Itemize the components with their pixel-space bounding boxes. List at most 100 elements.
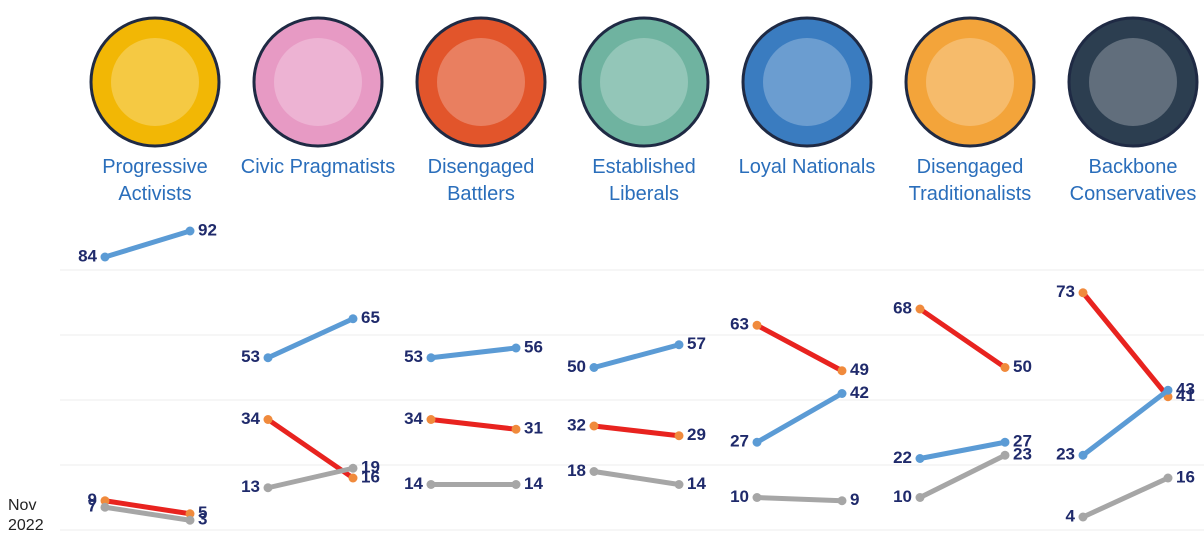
segment-icon xyxy=(415,16,547,148)
slope-line xyxy=(104,498,191,517)
slope-line xyxy=(593,469,680,487)
slope-line xyxy=(593,423,680,439)
slope-line xyxy=(919,439,1006,461)
panel-title: Disengaged Battlers xyxy=(427,156,535,205)
start-value-label: 10 xyxy=(893,487,912,506)
end-value-label: 65 xyxy=(361,308,380,327)
end-dot xyxy=(348,314,358,324)
slope-line xyxy=(430,417,517,432)
start-dot xyxy=(915,304,925,314)
start-value-label: 63 xyxy=(730,315,749,334)
start-dot xyxy=(100,496,110,506)
start-value-label: 34 xyxy=(241,409,260,428)
panel-title: Backbone Conservatives xyxy=(1069,156,1197,205)
slope-line xyxy=(755,323,844,373)
segment-icon xyxy=(1067,16,1199,148)
panel-title: Civic Pragmatists xyxy=(240,156,396,178)
slope-line xyxy=(267,465,354,491)
segment-icon-inner xyxy=(763,38,851,126)
segment-icon xyxy=(89,16,221,148)
end-dot xyxy=(348,463,358,473)
end-value-label: 92 xyxy=(198,220,217,239)
end-dot xyxy=(1163,385,1173,395)
end-dot xyxy=(674,480,684,489)
slope-line xyxy=(1081,475,1170,520)
end-dot xyxy=(837,496,847,506)
end-value-label: 19 xyxy=(361,458,380,477)
end-dot xyxy=(185,515,195,525)
start-dot xyxy=(100,502,110,512)
start-value-label: 7 xyxy=(88,497,97,516)
start-dot xyxy=(263,415,273,424)
start-value-label: 10 xyxy=(730,487,749,506)
end-dot xyxy=(837,366,847,376)
end-value-label: 31 xyxy=(524,419,543,438)
start-dot xyxy=(100,252,110,262)
end-value-label: 16 xyxy=(361,467,380,486)
segment-icon xyxy=(904,16,1036,148)
slope-line xyxy=(1081,291,1170,399)
end-value-label: 5 xyxy=(198,503,207,522)
segment-icon-inner xyxy=(1089,38,1177,126)
start-value-label: 18 xyxy=(567,461,586,480)
segment-icon-inner xyxy=(600,38,688,126)
start-dot xyxy=(426,415,436,424)
panel-title: Disengaged Traditionalists xyxy=(908,156,1032,205)
start-dot xyxy=(426,353,436,363)
end-dot xyxy=(185,509,195,519)
end-dot xyxy=(1000,437,1010,447)
slope-line xyxy=(266,316,355,361)
slope-line xyxy=(756,495,843,504)
start-value-label: 4 xyxy=(1066,506,1076,525)
start-value-label: 73 xyxy=(1056,282,1075,301)
start-dot xyxy=(263,353,273,363)
end-value-label: 50 xyxy=(1013,357,1032,376)
panel-title: Established Liberals xyxy=(592,156,696,205)
end-value-label: 42 xyxy=(850,383,869,402)
slope-line xyxy=(918,453,1007,500)
start-value-label: 53 xyxy=(241,347,260,366)
end-value-label: 41 xyxy=(1176,386,1195,405)
end-dot xyxy=(511,343,521,353)
slope-line xyxy=(104,228,191,260)
segment-icon xyxy=(252,16,384,148)
segment-icon-inner xyxy=(926,38,1014,126)
start-dot xyxy=(589,421,599,431)
end-value-label: 23 xyxy=(1013,445,1032,464)
slope-line xyxy=(755,391,844,445)
end-dot xyxy=(1163,473,1173,483)
end-value-label: 27 xyxy=(1013,432,1032,451)
end-dot xyxy=(511,480,521,489)
start-dot xyxy=(1078,450,1088,460)
end-dot xyxy=(674,340,684,350)
start-value-label: 27 xyxy=(730,432,749,451)
start-value-label: 32 xyxy=(567,415,586,434)
end-dot xyxy=(511,424,521,434)
start-dot xyxy=(915,493,925,502)
end-value-label: 57 xyxy=(687,334,706,353)
slope-line xyxy=(266,417,355,481)
start-dot xyxy=(1078,512,1088,522)
end-value-label: 56 xyxy=(524,337,543,356)
slope-line xyxy=(430,345,517,361)
start-dot xyxy=(915,454,925,463)
start-dot xyxy=(263,483,273,493)
end-value-label: 9 xyxy=(850,490,859,509)
panel-title: Loyal Nationals xyxy=(738,156,876,178)
end-dot xyxy=(348,473,358,483)
end-value-label: 43 xyxy=(1176,380,1195,399)
segment-icon xyxy=(741,16,873,148)
start-dot xyxy=(752,437,762,447)
start-dot xyxy=(1078,288,1088,298)
end-value-label: 49 xyxy=(850,360,869,379)
end-dot xyxy=(1000,363,1010,372)
slope-line xyxy=(1081,388,1170,458)
end-value-label: 14 xyxy=(687,474,706,493)
end-value-label: 14 xyxy=(524,474,543,493)
start-value-label: 22 xyxy=(893,448,912,467)
segment-icon xyxy=(578,16,710,148)
start-dot xyxy=(589,467,599,476)
start-dot xyxy=(752,493,762,502)
